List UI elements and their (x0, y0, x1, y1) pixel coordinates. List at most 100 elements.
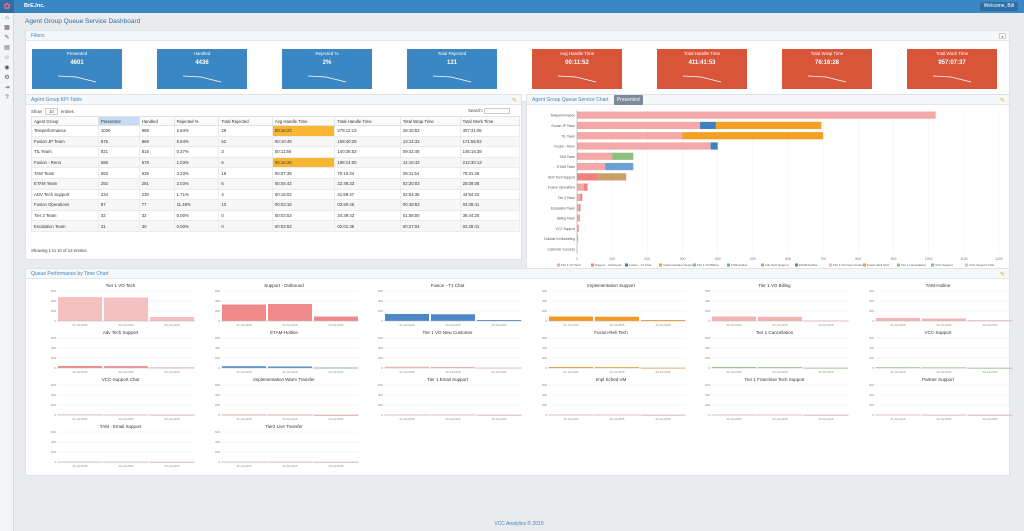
column-header[interactable]: Total Handle Time (334, 116, 401, 126)
time-bar[interactable] (804, 414, 848, 416)
bar-segment[interactable] (577, 152, 613, 160)
bar-segment[interactable] (577, 193, 581, 202)
time-bar[interactable] (548, 367, 593, 368)
bar-segment[interactable] (598, 173, 627, 181)
time-bar[interactable] (431, 314, 475, 321)
bar-segment[interactable] (710, 142, 718, 150)
time-bar[interactable] (150, 317, 194, 321)
column-header[interactable]: Avg Handle Time (271, 116, 336, 126)
bar-segment[interactable] (700, 121, 716, 130)
filters-header[interactable]: Filters ▾ (26, 31, 1009, 41)
bar-segment[interactable] (577, 183, 585, 191)
bar-segment[interactable] (577, 214, 579, 222)
time-bar[interactable] (967, 414, 1012, 416)
time-bar[interactable] (875, 367, 920, 369)
time-bar[interactable] (712, 367, 756, 368)
table-row[interactable]: TAM Team 553 528 3.23% 18 00:07:39 70:16:34 08:… (31, 167, 521, 179)
bar-segment[interactable] (605, 162, 634, 171)
time-bar[interactable] (313, 414, 358, 416)
column-header[interactable]: Presented (97, 116, 140, 126)
kpi-tile[interactable]: Rejected % 2% (282, 49, 372, 89)
kpi-tile[interactable]: Total Handle Time 411:41:53 (657, 49, 747, 89)
time-bar[interactable] (313, 461, 358, 463)
time-bar[interactable] (640, 414, 685, 416)
bar-segment[interactable] (577, 234, 578, 243)
bar-segment[interactable] (578, 224, 579, 232)
app-logo-icon[interactable]: ✿ (0, 0, 14, 13)
column-header[interactable]: Handled (138, 116, 175, 126)
time-bar[interactable] (548, 316, 593, 322)
edit-icon[interactable]: ✎ (4, 35, 10, 41)
column-header[interactable]: Agent Group (31, 116, 99, 126)
user-menu[interactable]: Welcome, Bill (979, 2, 1018, 11)
edit-icon[interactable]: ✎ (999, 272, 1005, 278)
table-row[interactable]: Fusion JP Team 875 869 0.94% 52 00:10:49 158:4… (31, 135, 521, 148)
time-bar[interactable] (477, 414, 521, 416)
table-row[interactable]: Tier 2 Team 32 32 0.00% 0 00:03:53 34:39:43 01:… (31, 209, 521, 222)
bar-segment[interactable] (715, 121, 822, 130)
table-row[interactable]: ETAM Team 292 281 2.03% 6 00:05:42 22:49:33 02:… (31, 177, 521, 190)
bar-segment[interactable] (577, 121, 701, 130)
star-icon[interactable]: ☆ (4, 55, 10, 61)
time-bar[interactable] (758, 316, 802, 321)
time-bar[interactable] (967, 320, 1012, 322)
bar-segment[interactable] (584, 183, 588, 191)
measure-dropdown[interactable]: Presented (613, 95, 643, 105)
time-bar[interactable] (875, 318, 920, 321)
bar-segment[interactable] (577, 204, 579, 212)
edit-icon[interactable]: ✎ (511, 98, 517, 104)
time-bar[interactable] (221, 366, 266, 368)
table-row[interactable]: Fusion - Reno 585 578 1.03% 6 00:16:20 188:14:… (31, 156, 521, 169)
time-bar[interactable] (58, 366, 102, 368)
bar-segment[interactable] (578, 204, 581, 212)
kpi-tile[interactable]: Total Rejected 131 (407, 49, 497, 89)
time-bar[interactable] (477, 320, 521, 321)
logout-icon[interactable]: ⇥ (4, 85, 10, 91)
kpi-tile[interactable]: Total Wrap Time 76:16:28 (782, 49, 872, 89)
column-header[interactable]: Total Wrap Time (399, 116, 461, 126)
table-row[interactable]: Escalation Team 31 30 0.00% 0 00:03:53 02:01:3… (31, 220, 521, 232)
kpi-tile[interactable]: Presented 4601 (32, 49, 122, 89)
time-bar[interactable] (640, 320, 685, 321)
search-input[interactable] (484, 108, 511, 114)
time-bar[interactable] (594, 367, 639, 368)
help-icon[interactable]: ? (5, 95, 9, 101)
dashboard-icon[interactable]: ▦ (4, 25, 10, 31)
bar-segment[interactable] (682, 132, 824, 140)
bar-segment[interactable] (580, 193, 583, 202)
entries-select[interactable]: 10 (44, 108, 58, 115)
table-row[interactable]: Teleperformance 1020 988 2.84% 29 00:16:22 279… (31, 125, 521, 137)
bar-segment[interactable] (578, 214, 580, 222)
time-bar[interactable] (921, 318, 966, 322)
bar-segment[interactable] (577, 132, 683, 140)
time-bar[interactable] (104, 297, 148, 322)
bar-segment[interactable] (577, 162, 606, 171)
time-bar[interactable] (104, 366, 148, 368)
bar-segment[interactable] (577, 173, 599, 181)
document-icon[interactable]: ▤ (4, 45, 10, 51)
time-bar[interactable] (150, 461, 194, 463)
time-bar[interactable] (385, 366, 429, 368)
column-header[interactable]: Rejected % (173, 116, 220, 126)
time-bar[interactable] (758, 367, 802, 368)
kpi-tile[interactable]: Handled 4436 (157, 49, 247, 89)
time-bar[interactable] (267, 304, 312, 321)
edit-icon[interactable]: ✎ (999, 98, 1005, 104)
time-bar[interactable] (385, 314, 429, 321)
time-bar[interactable] (431, 366, 475, 368)
eye-icon[interactable]: ◉ (4, 65, 10, 71)
table-row[interactable]: ADV Tech Support 234 230 1.71% 4 00:15:02 41:5… (31, 188, 521, 201)
time-bar[interactable] (594, 316, 639, 321)
time-bar[interactable] (221, 304, 266, 322)
time-bar[interactable] (712, 316, 756, 322)
bar-segment[interactable] (612, 152, 634, 160)
bar-segment[interactable] (577, 111, 936, 119)
table-row[interactable]: Fusion Operations 87 77 11.49% 10 00:03:16 03:… (31, 199, 521, 211)
column-header[interactable]: Total Work Time (459, 116, 521, 126)
column-header[interactable]: Total Rejected (218, 116, 273, 126)
settings-icon[interactable]: ⚙ (4, 75, 10, 81)
time-bar[interactable] (313, 316, 358, 322)
home-icon[interactable]: ⌂ (5, 15, 9, 21)
time-bar[interactable] (267, 366, 312, 369)
table-row[interactable]: TIL Team 821 815 0.37% 3 00:11:56 140:36:53 09:… (31, 146, 521, 158)
